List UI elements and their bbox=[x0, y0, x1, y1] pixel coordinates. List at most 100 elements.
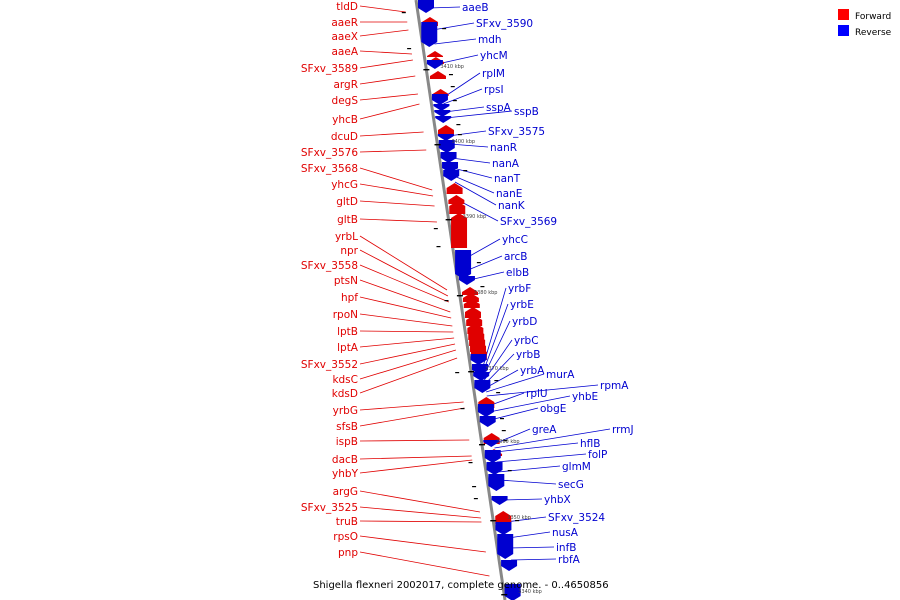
reverse-gene bbox=[443, 170, 460, 181]
reverse-gene-label: greA bbox=[532, 424, 557, 436]
reverse-connector bbox=[495, 442, 579, 453]
reverse-gene-label: obgE bbox=[540, 403, 566, 415]
feature-dash bbox=[507, 470, 512, 472]
reverse-gene-label: yrbF bbox=[508, 283, 531, 295]
reverse-connector bbox=[485, 369, 519, 389]
reverse-connector bbox=[496, 453, 587, 463]
feature-dash bbox=[476, 262, 481, 264]
reverse-gene-label: infB bbox=[556, 542, 576, 554]
reverse-connector bbox=[445, 110, 513, 119]
forward-connector bbox=[359, 50, 413, 55]
reverse-gene bbox=[458, 276, 475, 285]
forward-gene-label: yhcB bbox=[332, 114, 358, 126]
reverse-gene bbox=[495, 522, 512, 535]
reverse-gene bbox=[434, 110, 451, 117]
scale-tick-label: 3370 kbp bbox=[485, 366, 509, 372]
reverse-gene bbox=[455, 250, 472, 279]
forward-gene-label: argR bbox=[333, 79, 358, 91]
scale-tick-label: 3410 kbp bbox=[440, 64, 464, 70]
reverse-connector bbox=[494, 428, 611, 449]
reverse-gene bbox=[426, 60, 443, 69]
reverse-gene-label: folP bbox=[588, 449, 607, 461]
reverse-gene bbox=[479, 416, 496, 427]
reverse-gene-label: nanA bbox=[492, 158, 520, 170]
reverse-gene bbox=[438, 140, 455, 153]
reverse-gene bbox=[484, 450, 501, 463]
reverse-connector bbox=[499, 479, 557, 485]
forward-gene-label: SFxv_3558 bbox=[301, 260, 358, 272]
feature-dash bbox=[452, 100, 457, 102]
feature-dash bbox=[468, 462, 473, 464]
feature-dash bbox=[444, 300, 449, 302]
scale-tick-mark bbox=[479, 444, 486, 446]
reverse-connector bbox=[490, 407, 539, 421]
feature-dash bbox=[455, 372, 460, 374]
feature-dash bbox=[494, 380, 499, 382]
reverse-connector bbox=[483, 320, 511, 377]
feature-dash bbox=[472, 486, 477, 488]
reverse-connector bbox=[469, 271, 505, 281]
forward-connector bbox=[359, 337, 455, 348]
forward-gene bbox=[437, 125, 454, 136]
forward-connector bbox=[359, 5, 406, 13]
reverse-gene-label: sspB bbox=[514, 106, 539, 118]
forward-connector bbox=[359, 75, 416, 85]
reverse-gene bbox=[497, 534, 514, 559]
reverse-connector bbox=[486, 373, 545, 393]
reverse-gene-label: hflB bbox=[580, 438, 600, 450]
reverse-gene-label: SFxv_3590 bbox=[476, 18, 533, 30]
forward-connector bbox=[359, 296, 452, 319]
forward-gene-label: pnp bbox=[338, 547, 358, 559]
forward-gene bbox=[463, 299, 480, 308]
reverse-connector bbox=[437, 54, 479, 65]
forward-gene bbox=[462, 287, 479, 295]
reverse-connector bbox=[493, 428, 531, 445]
feature-dash bbox=[496, 392, 501, 394]
feature-dash bbox=[450, 86, 455, 88]
feature-dash bbox=[480, 286, 485, 288]
forward-gene-label: aaeA bbox=[331, 46, 358, 58]
reverse-connector bbox=[429, 6, 461, 9]
forward-gene-label: lptB bbox=[337, 326, 358, 338]
forward-gene bbox=[451, 213, 468, 248]
forward-gene-label: SFxv_3552 bbox=[301, 359, 358, 371]
scale-tick-mark bbox=[434, 144, 441, 146]
forward-connector bbox=[359, 455, 472, 460]
reverse-gene bbox=[486, 462, 503, 475]
reverse-gene-label: yhcM bbox=[480, 50, 508, 62]
forward-connector bbox=[359, 343, 456, 365]
genome-caption: Shigella flexneri 2002017, complete geno… bbox=[313, 580, 609, 591]
legend-forward-swatch bbox=[838, 9, 849, 20]
forward-gene-label: tldD bbox=[336, 1, 358, 13]
feature-dash bbox=[442, 28, 447, 30]
genome-backbone bbox=[414, 0, 507, 600]
forward-gene-label: sfsB bbox=[336, 421, 358, 433]
scale-tick-label: 3350 kbp bbox=[507, 515, 531, 521]
forward-gene-label: kdsD bbox=[332, 388, 358, 400]
scale-tick-label: 3340 kbp bbox=[518, 589, 542, 595]
reverse-connector bbox=[457, 199, 499, 222]
forward-connector bbox=[359, 59, 413, 69]
feature-dash bbox=[433, 228, 438, 230]
reverse-gene-label: glmM bbox=[562, 461, 591, 473]
forward-gene-label: aaeR bbox=[331, 17, 358, 29]
reverse-gene-label: SFxv_3569 bbox=[500, 216, 557, 228]
reverse-gene-label: yrbB bbox=[516, 349, 540, 361]
reverse-gene-label: nusA bbox=[552, 527, 579, 539]
forward-connector bbox=[359, 264, 449, 303]
forward-gene-label: truB bbox=[336, 516, 358, 528]
forward-gene-label: SFxv_3525 bbox=[301, 502, 358, 514]
legend-reverse-swatch bbox=[838, 25, 849, 36]
reverse-connector bbox=[505, 516, 547, 523]
reverse-gene-label: yhbE bbox=[572, 391, 598, 403]
feature-dash bbox=[463, 170, 468, 172]
forward-gene-label: lptA bbox=[337, 342, 359, 354]
feature-dash bbox=[500, 418, 505, 420]
forward-gene-label: kdsC bbox=[332, 374, 358, 386]
forward-connector bbox=[359, 235, 448, 291]
forward-connector bbox=[359, 535, 486, 553]
forward-connector bbox=[359, 167, 433, 191]
reverse-gene bbox=[421, 22, 438, 47]
reverse-gene bbox=[433, 104, 450, 111]
reverse-gene-label: SFxv_3575 bbox=[488, 126, 545, 138]
